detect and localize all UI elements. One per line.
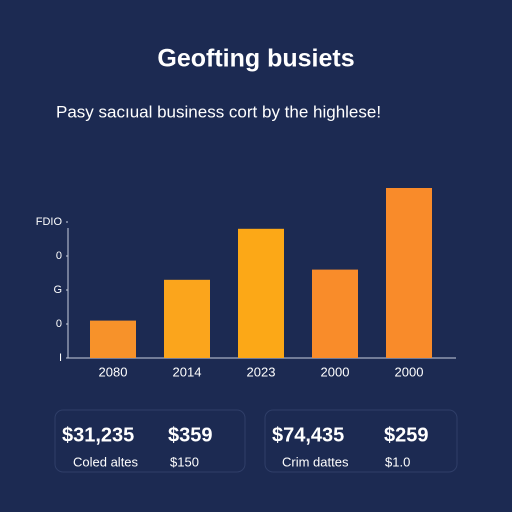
bar xyxy=(386,188,432,358)
chart-subtitle: Pasy sacıual business cort by the highle… xyxy=(56,102,381,121)
card-caption: Crim dattes xyxy=(282,454,349,469)
chart-title: Geofting busiets xyxy=(157,45,354,73)
x-tick-label: 2014 xyxy=(173,364,202,379)
y-tick-label: FDIO xyxy=(36,216,63,228)
card-caption: Coled altes xyxy=(73,454,139,469)
y-tick-label: G xyxy=(53,284,62,296)
x-tick-label: 2000 xyxy=(321,364,350,379)
bar xyxy=(164,279,210,358)
y-tick-label: I xyxy=(59,352,62,364)
card xyxy=(54,409,246,473)
y-tick-label: 0 xyxy=(56,318,62,330)
bar xyxy=(312,269,358,358)
bar xyxy=(238,228,284,358)
card-value: $31,235 xyxy=(62,424,134,446)
x-tick-label: 2080 xyxy=(99,364,128,379)
card xyxy=(264,409,458,473)
x-tick-label: 2023 xyxy=(247,364,276,379)
card-value: $259 xyxy=(384,424,429,446)
card-note: $1.0 xyxy=(385,454,410,469)
card-value: $359 xyxy=(168,424,213,446)
card-value: $74,435 xyxy=(272,424,344,446)
bar xyxy=(90,320,136,358)
y-tick-label: 0 xyxy=(56,250,62,262)
x-tick-label: 2000 xyxy=(395,364,424,379)
card-note: $150 xyxy=(170,454,199,469)
